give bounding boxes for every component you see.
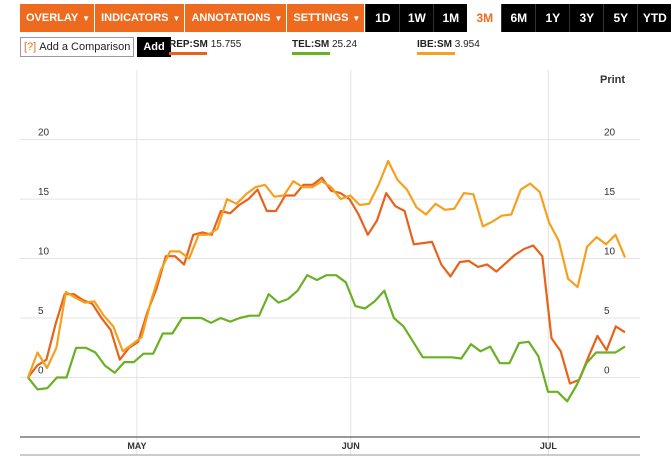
chart-grid <box>20 70 640 456</box>
range-ytd-button[interactable]: YTD <box>637 4 671 32</box>
overlay-menu[interactable]: OVERLAY ▼ <box>20 4 96 32</box>
chevron-down-icon: ▼ <box>82 13 91 23</box>
legend-ticker: IBE:SM <box>417 39 452 50</box>
y-tick-label: 20 <box>604 128 616 139</box>
comparison-label: Add a Comparison <box>39 41 131 53</box>
chart-toolbar: OVERLAY ▼ INDICATORS ▼ ANNOTATIONS ▼ SETTIN… <box>20 4 671 32</box>
range-1w-button[interactable]: 1W <box>399 4 434 32</box>
x-tick-label: JUN <box>342 441 360 451</box>
y-tick-label: 15 <box>604 187 616 198</box>
comparison-input[interactable]: [?] Add a Comparison <box>20 37 135 57</box>
legend-swatch <box>292 52 330 55</box>
legend-item-tel: TEL:SM 25.24 <box>292 39 357 55</box>
print-link[interactable]: Print <box>600 74 626 86</box>
legend-item-rep: REP:SM 15.755 <box>169 39 241 55</box>
y-tick-label: 5 <box>604 306 610 317</box>
x-tick-label: MAY <box>127 441 146 451</box>
chevron-down-icon: ▼ <box>172 13 181 23</box>
y-tick-label: 15 <box>38 187 50 198</box>
chevron-down-icon: ▼ <box>352 13 361 23</box>
chevron-down-icon: ▼ <box>274 13 283 23</box>
y-tick-label: 10 <box>604 247 616 258</box>
legend-ticker: REP:SM <box>169 39 208 50</box>
series-line-ibe-sm <box>26 159 627 378</box>
range-3y-button[interactable]: 3Y <box>569 4 604 32</box>
legend-swatch <box>417 52 455 55</box>
y-tick-label: 20 <box>38 128 50 139</box>
range-6m-button[interactable]: 6M <box>501 4 536 32</box>
series-line-tel-sm <box>27 274 626 403</box>
legend-value: 15.755 <box>210 39 242 50</box>
legend-value: 3.954 <box>454 39 480 50</box>
range-1m-button[interactable]: 1M <box>433 4 468 32</box>
range-1d-button[interactable]: 1D <box>365 4 400 32</box>
legend-value: 25.24 <box>332 39 358 50</box>
y-tick-label: 0 <box>604 366 610 377</box>
range-1y-button[interactable]: 1Y <box>535 4 570 32</box>
comparison-bar: [?] Add a Comparison Add <box>20 37 171 57</box>
y-tick-label: 5 <box>38 306 44 317</box>
chart-ticks: 0 0 5 5 10 10 15 15 20 20 MAY JUN JUL <box>38 128 616 451</box>
indicators-menu[interactable]: INDICATORS ▼ <box>95 4 186 32</box>
range-5y-button[interactable]: 5Y <box>603 4 638 32</box>
chart-series <box>26 159 627 403</box>
add-comparison-button[interactable]: Add <box>137 37 171 57</box>
legend-ticker: TEL:SM <box>292 39 330 50</box>
help-icon[interactable]: [?] <box>24 41 37 53</box>
legend-swatch <box>169 52 207 55</box>
y-tick-label: 10 <box>38 247 50 258</box>
annotations-menu[interactable]: ANNOTATIONS ▼ <box>185 4 288 32</box>
settings-menu[interactable]: SETTINGS ▼ <box>287 4 366 32</box>
x-tick-label: JUL <box>540 441 558 451</box>
range-3m-button[interactable]: 3M <box>467 4 502 32</box>
y-tick-label: 0 <box>38 366 44 377</box>
legend-item-ibe: IBE:SM 3.954 <box>417 39 480 55</box>
